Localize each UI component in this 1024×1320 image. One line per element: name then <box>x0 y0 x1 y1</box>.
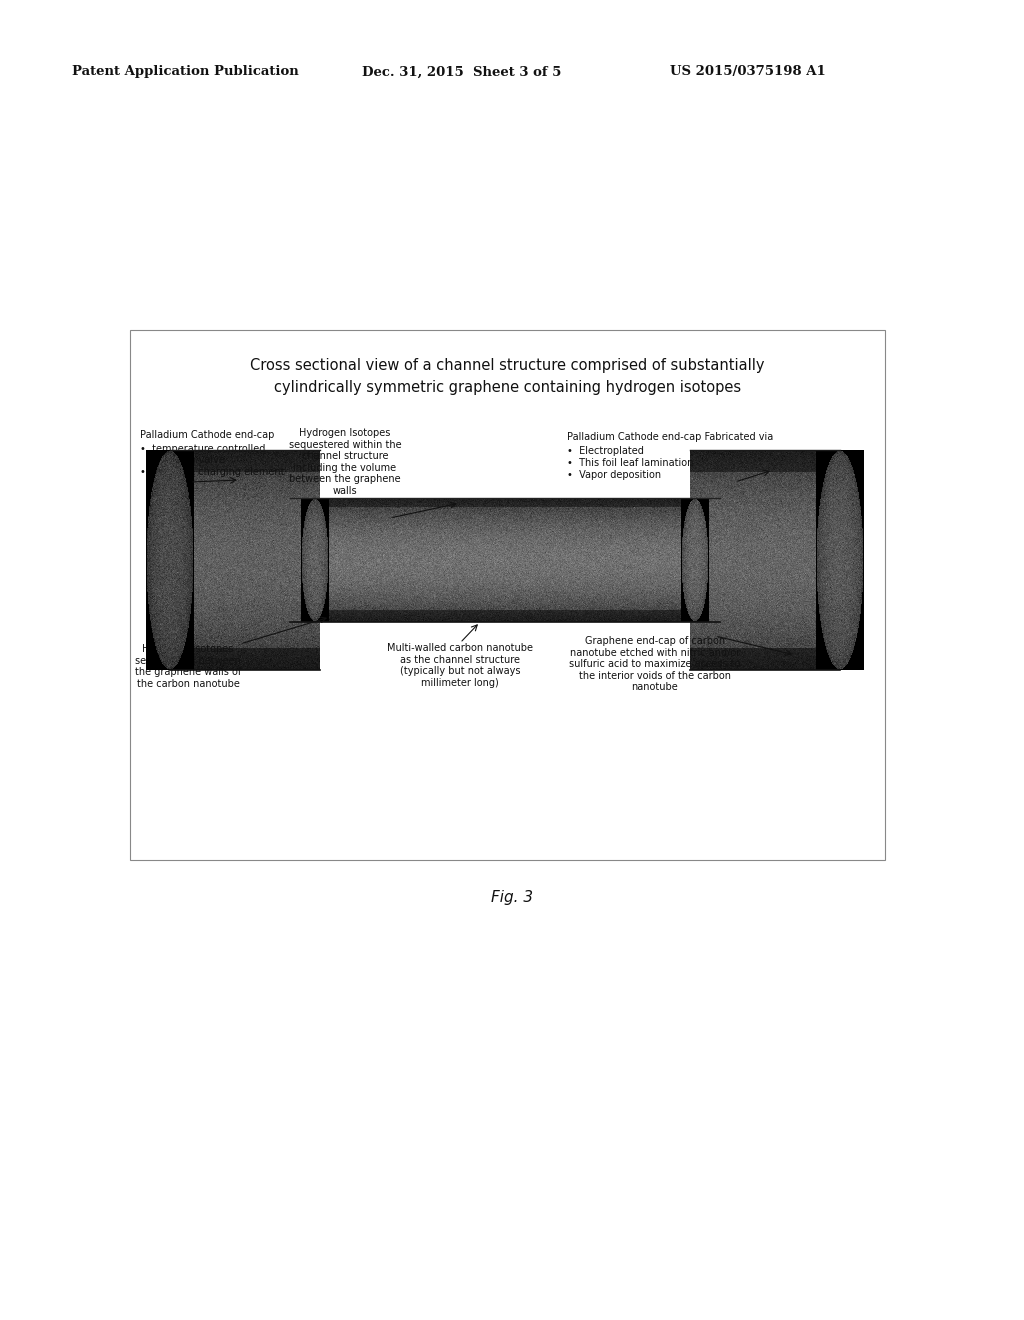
Text: •  Vapor deposition: • Vapor deposition <box>567 470 662 480</box>
Text: hydrogen valve: hydrogen valve <box>140 455 225 465</box>
Text: Hydrogen Isotopes
sequestered between
the graphene walls of
the carbon nanotube: Hydrogen Isotopes sequestered between th… <box>135 644 241 689</box>
Text: Graphene end-cap of carbon
nanotube etched with nitric and/or
sulfuric acid to m: Graphene end-cap of carbon nanotube etch… <box>569 636 740 693</box>
Text: Multi-walled carbon nanotube
as the channel structure
(typically but not always
: Multi-walled carbon nanotube as the chan… <box>387 643 534 688</box>
Text: •  Electroplated: • Electroplated <box>567 446 644 455</box>
Text: •  temperature controlled: • temperature controlled <box>140 444 265 454</box>
Text: Fig. 3: Fig. 3 <box>490 890 534 906</box>
Text: •  Cathodic charging element: • Cathodic charging element <box>140 467 285 477</box>
Text: Dec. 31, 2015  Sheet 3 of 5: Dec. 31, 2015 Sheet 3 of 5 <box>362 66 561 78</box>
Text: cylindrically symmetric graphene containing hydrogen isotopes: cylindrically symmetric graphene contain… <box>274 380 741 395</box>
Text: Patent Application Publication: Patent Application Publication <box>72 66 299 78</box>
Text: Cross sectional view of a channel structure comprised of substantially: Cross sectional view of a channel struct… <box>250 358 765 374</box>
Text: Palladium Cathode end-cap: Palladium Cathode end-cap <box>140 430 274 440</box>
Text: Palladium Cathode end-cap Fabricated via: Palladium Cathode end-cap Fabricated via <box>567 432 773 442</box>
Bar <box>130 330 885 861</box>
Text: US 2015/0375198 A1: US 2015/0375198 A1 <box>670 66 825 78</box>
Text: •  This foil leaf lamination: • This foil leaf lamination <box>567 458 693 469</box>
Text: Hydrogen Isotopes
sequestered within the
channel structure
including the volume
: Hydrogen Isotopes sequestered within the… <box>289 428 401 496</box>
